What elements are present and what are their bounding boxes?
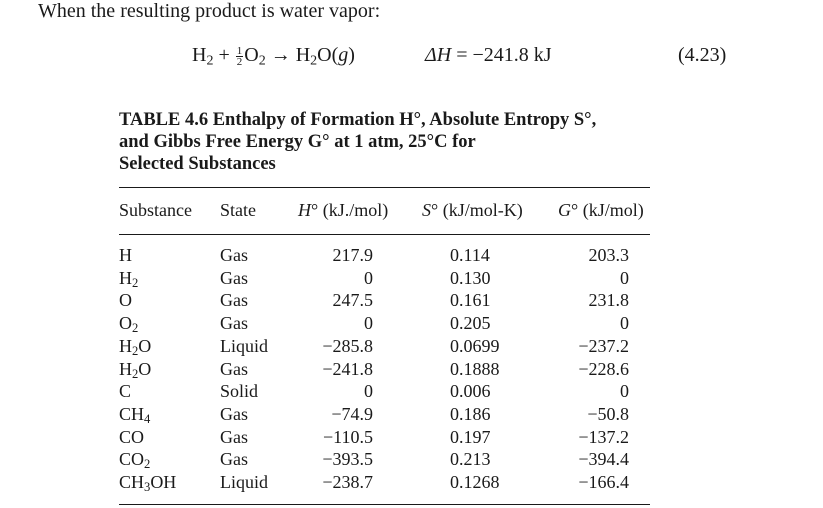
header-state: State — [220, 200, 256, 220]
gibbs-cell: −137.2 — [578, 427, 629, 447]
table-bottom-rule — [119, 504, 650, 505]
enthalpy-cell: −74.9 — [331, 404, 373, 424]
substance-cell: H2 — [119, 268, 139, 291]
enthalpy-cell: 247.5 — [332, 290, 374, 310]
enthalpy-cell: 0 — [364, 268, 373, 288]
state-cell: Gas — [220, 290, 248, 310]
state-cell: Gas — [220, 268, 248, 288]
enthalpy-cell: 217.9 — [332, 245, 374, 265]
state-cell: Gas — [220, 313, 248, 333]
gibbs-cell: −394.4 — [578, 449, 629, 469]
state-cell: Liquid — [220, 336, 268, 356]
entropy-cell: 0.161 — [450, 290, 491, 310]
substance-cell: O — [119, 290, 132, 310]
gibbs-cell: 0 — [620, 313, 629, 333]
entropy-cell: 0.006 — [450, 381, 491, 401]
state-cell: Gas — [220, 359, 248, 379]
reaction-equation: H2 + 1 2 O2 → H2O(g) — [192, 44, 355, 69]
header-enthalpy: H° (kJ./mol) — [298, 200, 389, 220]
eq-dh-value: = −241.8 kJ — [456, 44, 552, 66]
eq-plus: + — [218, 44, 230, 66]
gibbs-cell: −228.6 — [578, 359, 629, 379]
gibbs-cell: −50.8 — [587, 404, 629, 424]
enthalpy-cell: −238.7 — [322, 472, 373, 492]
intro-text: When the resulting product is water vapo… — [38, 0, 381, 22]
entropy-cell: 0.130 — [450, 268, 491, 288]
table-caption: TABLE 4.6 Enthalpy of Formation H°, Abso… — [119, 109, 596, 175]
substance-cell: CO2 — [119, 449, 151, 472]
entropy-cell: 0.1268 — [450, 472, 500, 492]
gibbs-cell: −166.4 — [578, 472, 629, 492]
enthalpy-cell: 0 — [364, 381, 373, 401]
enthalpy-cell: −241.8 — [322, 359, 373, 379]
gibbs-cell: 0 — [620, 268, 629, 288]
entropy-cell: 0.205 — [450, 313, 491, 333]
substance-cell: O2 — [119, 313, 139, 336]
entropy-cell: 0.213 — [450, 449, 491, 469]
entropy-cell: 0.114 — [450, 245, 490, 265]
state-cell: Gas — [220, 449, 248, 469]
table-header-rule — [119, 234, 650, 235]
enthalpy-change: ΔH = −241.8 kJ — [425, 44, 552, 67]
entropy-cell: 0.197 — [450, 427, 491, 447]
table-top-rule — [119, 187, 650, 188]
gibbs-cell: 0 — [620, 381, 629, 401]
equation-number: (4.23) — [678, 44, 727, 66]
substance-cell: H2O — [119, 359, 152, 382]
gibbs-cell: 231.8 — [588, 290, 630, 310]
caption-line-3: Selected Substances — [119, 154, 276, 174]
caption-line-2: and Gibbs Free Energy G° at 1 atm, 25°C … — [119, 132, 476, 152]
caption-line-1: TABLE 4.6 Enthalpy of Formation H°, Abso… — [119, 110, 597, 130]
enthalpy-cell: 0 — [364, 313, 373, 333]
substance-cell: H2O — [119, 336, 152, 359]
state-cell: Liquid — [220, 472, 268, 492]
enthalpy-cell: −110.5 — [323, 427, 373, 447]
state-cell: Solid — [220, 381, 259, 401]
substance-cell: CO — [119, 427, 145, 447]
enthalpy-cell: −285.8 — [322, 336, 373, 356]
eq-arrow: → — [270, 44, 291, 66]
entropy-cell: 0.186 — [450, 404, 491, 424]
substance-cell: CH4 — [119, 404, 151, 427]
header-gibbs: G° (kJ/mol) — [558, 200, 644, 220]
header-substance: Substance — [119, 200, 192, 220]
substance-cell: H — [119, 245, 132, 265]
gibbs-cell: −237.2 — [578, 336, 629, 356]
eq-h2: H2 — [192, 44, 214, 69]
state-cell: Gas — [220, 245, 248, 265]
state-cell: Gas — [220, 404, 248, 424]
entropy-cell: 0.1888 — [450, 359, 500, 379]
substance-cell: C — [119, 381, 132, 401]
eq-water: H2O(g) — [295, 44, 355, 69]
header-entropy: S° (kJ/mol-K) — [422, 200, 523, 220]
entropy-cell: 0.0699 — [450, 336, 500, 356]
eq-dh-label: ΔH — [425, 44, 452, 66]
enthalpy-cell: −393.5 — [322, 449, 373, 469]
state-cell: Gas — [220, 427, 248, 447]
eq-o2: O2 — [244, 44, 266, 69]
gibbs-cell: 203.3 — [588, 245, 630, 265]
substance-cell: CH3OH — [119, 472, 177, 495]
